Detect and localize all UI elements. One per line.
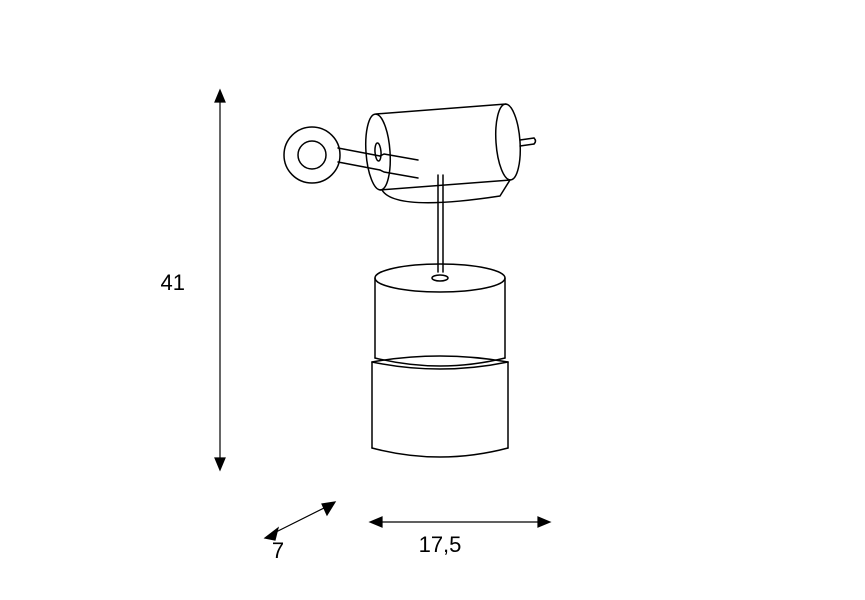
dim-width-label: 17,5 — [419, 532, 462, 557]
top-roll — [363, 103, 535, 202]
stack-roll-2 — [372, 356, 508, 457]
dim-depth — [265, 502, 335, 540]
vertical-spindle — [438, 175, 443, 272]
dim-height-label: 41 — [161, 270, 185, 295]
dim-height — [215, 90, 225, 470]
arm — [338, 148, 418, 178]
technical-diagram: 41 17,5 7 — [0, 0, 865, 600]
mount-plate — [284, 127, 340, 183]
product-outline — [284, 103, 536, 457]
dim-width — [370, 517, 550, 527]
stack-roll-1 — [375, 264, 505, 366]
dimension-lines — [215, 90, 550, 540]
dim-depth-label: 7 — [272, 538, 284, 563]
